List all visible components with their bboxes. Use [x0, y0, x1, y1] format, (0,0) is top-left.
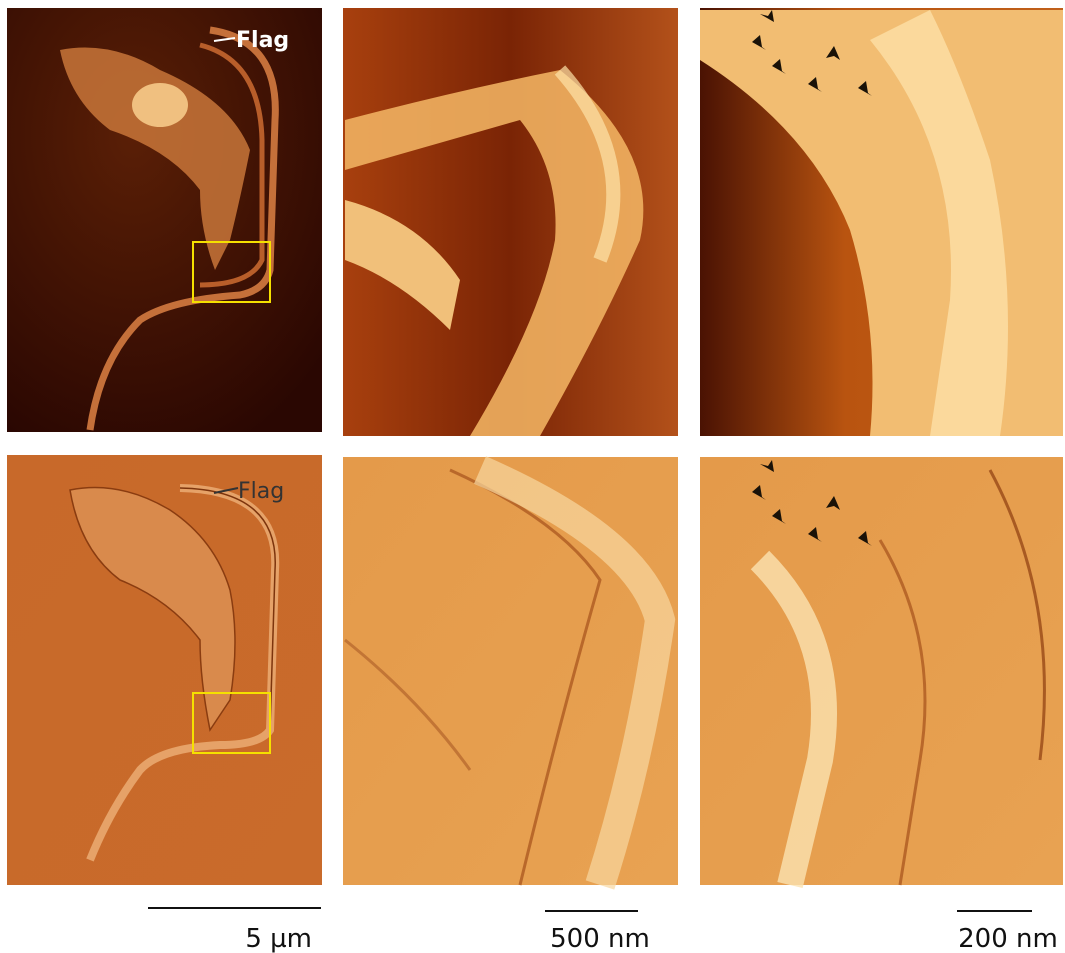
amplitude-panel-2 — [343, 456, 678, 890]
scale-bar-2: 500 nm — [545, 910, 650, 953]
height-panel-2 — [343, 8, 678, 436]
flag-label: Flag — [238, 479, 284, 504]
height-panel-1: Flag — [7, 8, 322, 432]
scale-label: 5 µm — [245, 924, 312, 953]
scale-bar-3: 200 nm — [957, 910, 1058, 953]
scale-label: 500 nm — [550, 924, 650, 953]
flag-label: Flag — [236, 28, 289, 53]
amplitude-panel-3 — [700, 457, 1063, 889]
height-panel-3 — [700, 8, 1063, 436]
scale-label: 200 nm — [958, 924, 1058, 953]
scale-bar-1: 5 µm — [148, 907, 321, 953]
amplitude-panel-1: Flag — [7, 455, 322, 885]
